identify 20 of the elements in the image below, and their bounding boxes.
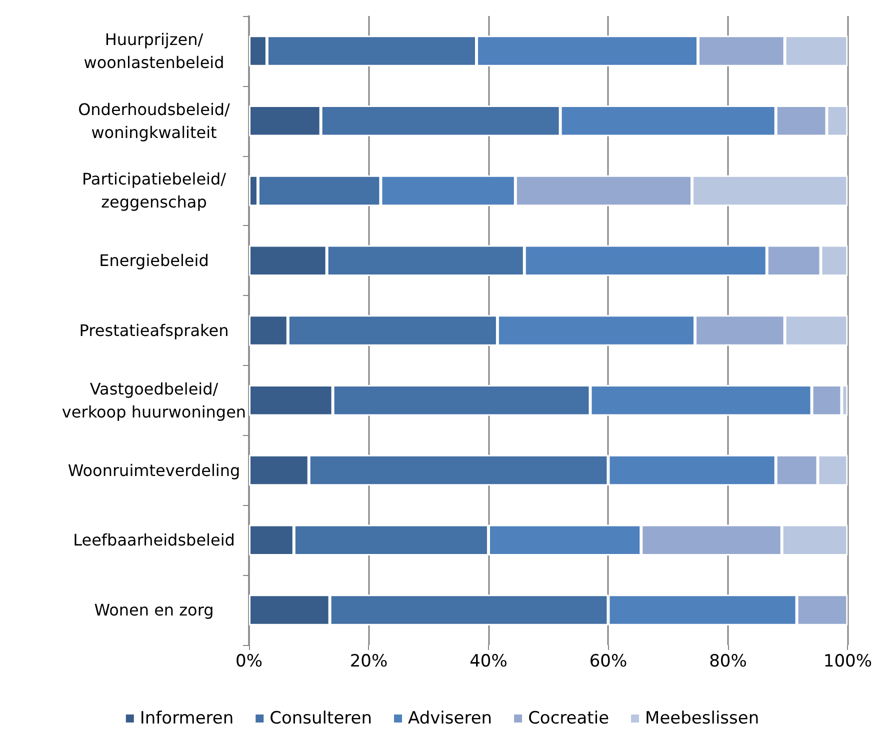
x-tick-label: 20%	[350, 652, 388, 672]
y-tick-label: Leefbaarheidsbeleid	[73, 530, 235, 550]
y-tick-label: Prestatieafspraken	[79, 321, 229, 340]
legend-label: Consulteren	[270, 708, 372, 728]
legend-label: Meebeslissen	[645, 708, 760, 728]
y-tick-label: Huurprijzen/ woonlastenbeleid	[84, 30, 224, 72]
x-tick-label: 60%	[589, 652, 628, 672]
y-tick-label: Onderhoudsbeleid/ woningkwaliteit	[78, 100, 231, 142]
legend-label: Cocreatie	[528, 708, 610, 728]
x-tick-label: 0%	[236, 652, 262, 672]
legend-label: Adviseren	[408, 708, 492, 728]
legend-label: Informeren	[140, 708, 234, 728]
y-tick-label: Participatiebeleid/ zeggenschap	[82, 170, 227, 212]
x-tick-label: 100%	[823, 652, 872, 672]
y-tick-label: Vastgoedbeleid/ verkoop huurwoningen	[62, 379, 246, 422]
x-tick-label: 40%	[470, 652, 508, 672]
y-tick-label: Woonruimteverdeling	[68, 460, 240, 480]
y-tick-label: Wonen en zorg	[94, 600, 214, 620]
y-tick-label: Energiebeleid	[99, 251, 209, 270]
x-tick-label: 80%	[709, 652, 747, 672]
